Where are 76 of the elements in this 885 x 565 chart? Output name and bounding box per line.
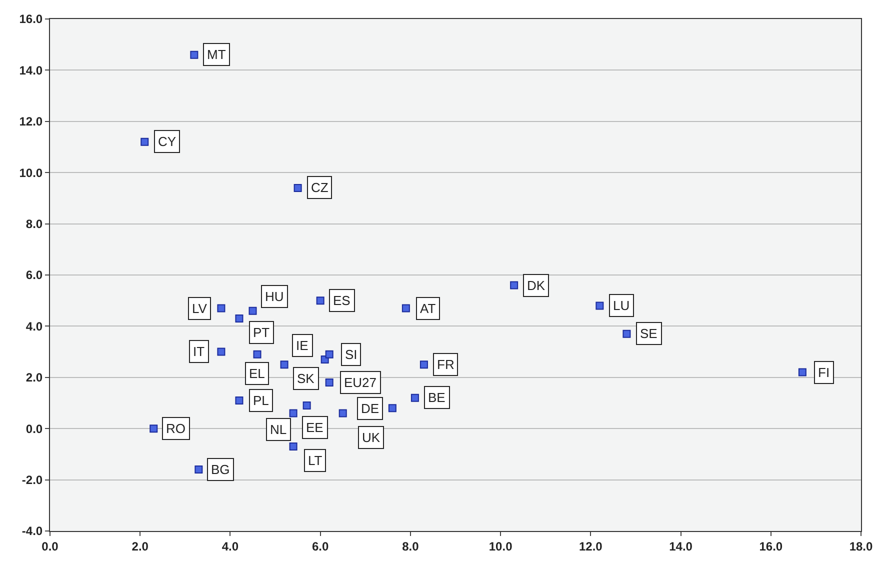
data-label: AT	[420, 301, 436, 316]
point	[294, 184, 302, 192]
x-tick-label: 16.0	[759, 539, 783, 554]
point	[150, 424, 158, 433]
point	[248, 306, 257, 315]
data-label: IE	[296, 338, 309, 353]
data-label: BG	[211, 462, 230, 477]
point	[190, 50, 198, 59]
y-tick-label: 10.0	[19, 166, 43, 180]
y-tick-label: 16.0	[19, 12, 43, 26]
data-label: UK	[362, 430, 380, 445]
point	[798, 368, 806, 376]
y-tick-label: 6.0	[26, 268, 43, 282]
data-label: BE	[428, 390, 446, 405]
y-tick-label: 4.0	[26, 319, 43, 334]
data-label: LU	[613, 298, 630, 313]
data-label: DE	[361, 401, 380, 416]
point	[325, 350, 334, 358]
data-label: PT	[253, 325, 270, 340]
x-tick-label: 8.0	[402, 539, 420, 554]
data-label: EE	[306, 420, 324, 435]
data-label: CY	[158, 134, 176, 149]
point	[302, 402, 311, 410]
point	[140, 138, 149, 146]
point	[289, 442, 298, 451]
data-label: CZ	[311, 180, 328, 195]
point	[325, 378, 334, 387]
point	[316, 296, 324, 305]
y-tick-label: 0.0	[26, 422, 43, 436]
point	[402, 304, 410, 312]
point	[280, 360, 288, 369]
x-tick-label: 12.0	[578, 539, 603, 554]
data-label: RO	[166, 421, 186, 436]
point	[235, 396, 244, 404]
x-tick-label: 14.0	[669, 539, 693, 554]
y-tick-label: 2.0	[26, 370, 43, 385]
point	[194, 466, 203, 474]
point	[420, 360, 428, 369]
data-label: FR	[437, 357, 454, 372]
x-tick-label: 10.0	[488, 539, 513, 554]
point	[410, 394, 419, 402]
x-tick-label: 18.0	[849, 539, 873, 554]
point	[388, 404, 396, 412]
data-label: DK	[527, 278, 546, 293]
point	[622, 330, 631, 338]
x-tick-label: 6.0	[312, 539, 329, 554]
data-label: MT	[207, 47, 226, 62]
y-tick-label: 12.0	[19, 114, 43, 129]
point	[338, 409, 347, 418]
data-label: SE	[640, 326, 658, 341]
data-label: ES	[333, 293, 351, 308]
data-label: LV	[192, 301, 208, 316]
point	[235, 314, 244, 323]
data-label: LT	[308, 453, 322, 468]
x-tick-label: 2.0	[132, 539, 149, 554]
y-tick-label: 14.0	[19, 63, 43, 78]
y-tick-label: -4.0	[22, 524, 43, 538]
point	[596, 302, 604, 310]
data-label: IT	[193, 344, 205, 359]
y-tick-label: -2.0	[22, 473, 43, 487]
data-label: FI	[818, 365, 830, 380]
point	[217, 348, 226, 356]
point	[510, 281, 518, 290]
x-tick-label: 4.0	[222, 539, 239, 554]
data-label: SI	[345, 347, 358, 362]
data-label: EL	[249, 366, 265, 381]
data-label: HU	[265, 289, 284, 304]
data-label: SK	[297, 371, 315, 386]
point	[253, 350, 262, 358]
point	[217, 304, 226, 312]
x-tick-label: 0.0	[42, 539, 59, 554]
y-tick-label: 8.0	[26, 217, 43, 231]
data-label: PL	[253, 393, 269, 408]
data-label: EU27	[344, 375, 377, 390]
point	[289, 409, 298, 418]
data-label: NL	[270, 422, 287, 437]
